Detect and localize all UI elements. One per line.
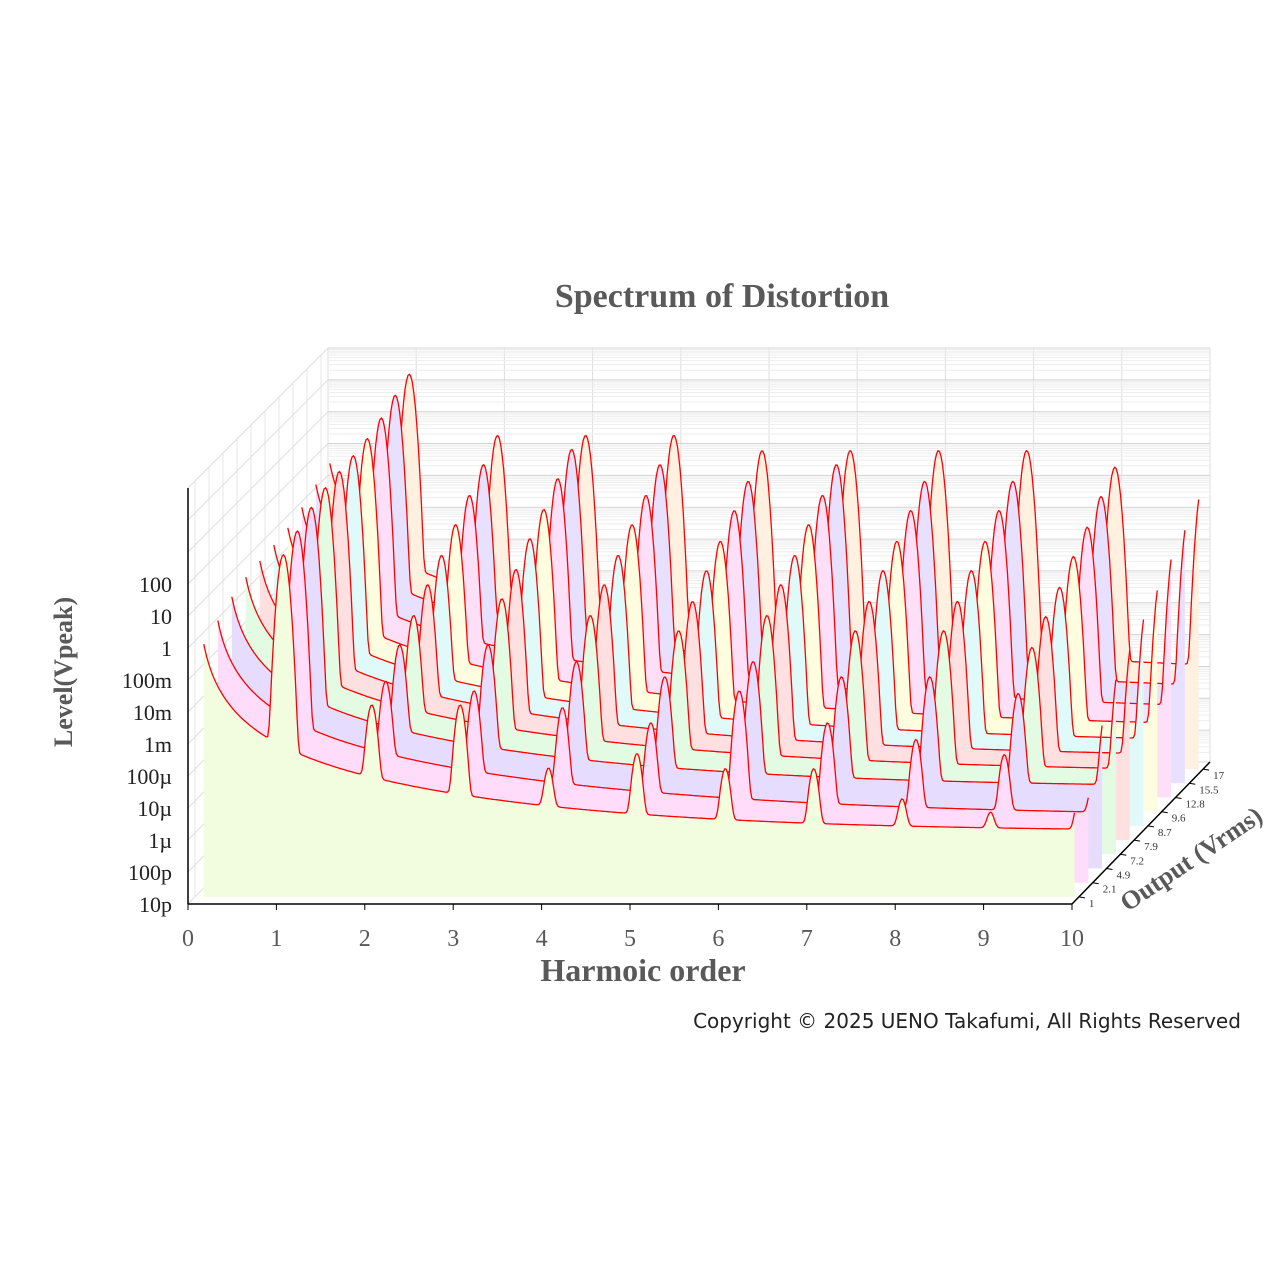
z-axis-line (1071, 761, 1211, 905)
x-tick-label: 3 (447, 926, 459, 952)
y-tick-label: 10µ (137, 796, 172, 821)
x-tick-label: 7 (801, 926, 813, 952)
chart-title: Spectrum of Distortion (555, 278, 889, 315)
x-tick-label: 10 (1060, 926, 1084, 952)
z-tick-label: 9.6 (1172, 813, 1186, 825)
z-tick-mark (1092, 882, 1099, 885)
y-tick-label: 10p (139, 892, 172, 917)
copyright-notice: Copyright © 2025 UENO Takafumi, All Righ… (693, 1009, 1241, 1033)
z-tick-label: 12.8 (1186, 799, 1206, 811)
x-tick-label: 2 (359, 926, 371, 952)
x-tick-label: 6 (712, 926, 724, 952)
y-tick-label: 10 (150, 604, 172, 629)
x-tick-label: 8 (889, 926, 901, 952)
y-tick-label: 100p (128, 860, 172, 885)
z-tick-mark (1106, 868, 1113, 870)
series-line-2.1 (217, 530, 1089, 813)
y-tick-label: 10m (133, 700, 172, 725)
x-tick-label: 5 (624, 926, 636, 952)
x-tick-label: 0 (182, 926, 194, 952)
z-tick-mark (1161, 811, 1168, 814)
z-tick-label: 1 (1089, 898, 1095, 910)
series-line-1 (203, 554, 1076, 830)
grid-line-side-y (187, 475, 329, 617)
y-tick-label: 1µ (148, 828, 172, 853)
series-area-1 (203, 554, 1075, 897)
z-tick-mark (1175, 797, 1182, 799)
z-tick-mark (1134, 839, 1141, 842)
y-tick-label: 1 (161, 636, 172, 661)
y-tick-label: 100m (122, 668, 172, 693)
z-tick-label: 15.5 (1199, 784, 1219, 796)
z-tick-label: 8.7 (1158, 827, 1172, 839)
z-tick-label: 4.9 (1117, 870, 1131, 882)
z-tick-label: 7.2 (1130, 855, 1144, 867)
z-tick-label: 7.9 (1144, 841, 1158, 853)
z-tick-mark (1147, 825, 1154, 828)
z-tick-mark (1120, 853, 1127, 856)
z-tick-label: 2.1 (1103, 884, 1117, 896)
y-tick-label: 100µ (126, 764, 172, 789)
z-tick-mark (1203, 768, 1210, 771)
series-layer (203, 373, 1200, 897)
z-tick-mark (1078, 896, 1085, 899)
grid-line-side-y (187, 443, 329, 585)
x-tick-label: 4 (536, 926, 548, 952)
z-tick-mark (1189, 782, 1196, 785)
y-tick-label: 100 (139, 572, 172, 597)
y-tick-label: 1m (144, 732, 172, 757)
grid-line-side-y (187, 379, 329, 521)
y-axis-label: Level(Vpeak) (49, 597, 78, 747)
x-tick-label: 9 (978, 926, 990, 952)
x-tick-label: 1 (270, 926, 282, 952)
z-tick-label: 17 (1213, 770, 1225, 782)
x-axis-label: Harmoic order (540, 952, 745, 988)
grid-line-side-y (187, 411, 329, 553)
grid-line-side-y (187, 347, 329, 489)
axis-layer: 0 1 2 3 4 5 6 7 8 9 10 10p 100p 1µ 10µ 100µ 1m 10m 100m 1 10… (122, 488, 1225, 952)
